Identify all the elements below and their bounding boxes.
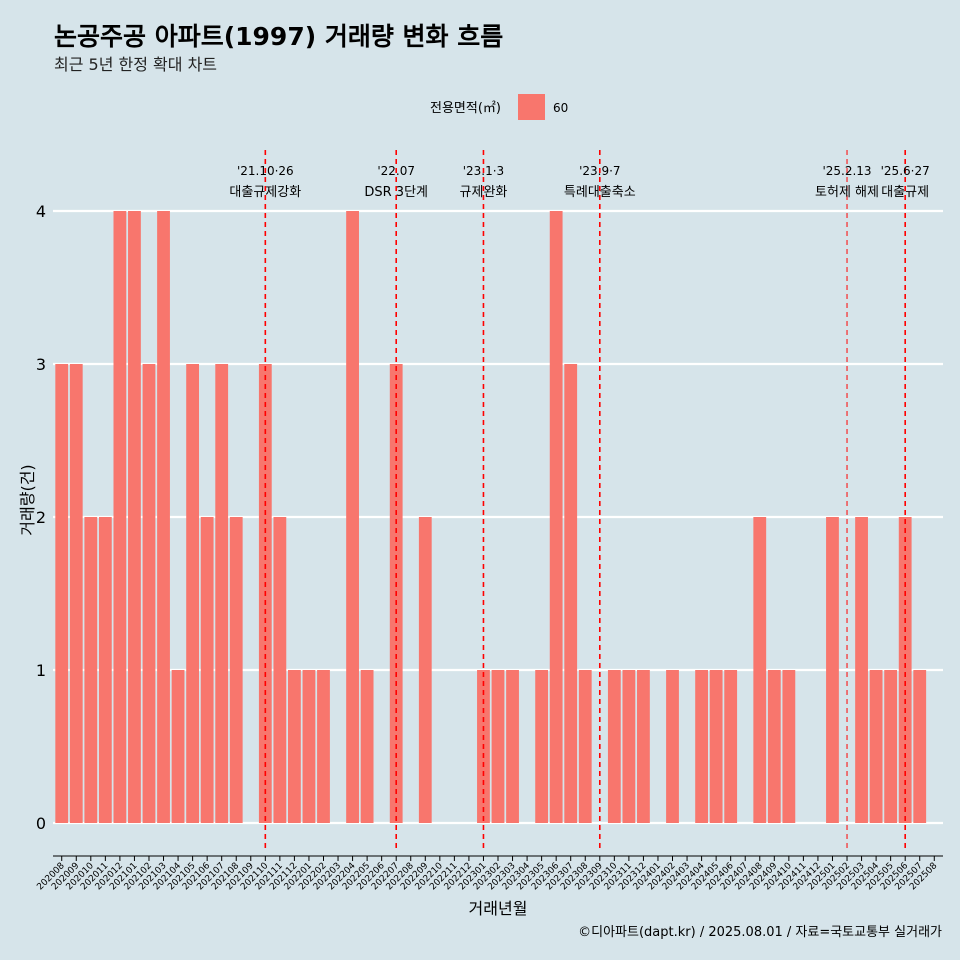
legend-swatch [518,94,545,120]
bar-202308 [578,670,592,823]
bar-202410 [782,670,796,823]
bar-202303 [506,670,519,823]
caption: ©디아파트(dapt.kr) / 2025.08.01 / 자료=국토교통부 실… [578,925,942,940]
y-tick-labels: 0 1 2 3 4 [36,202,46,833]
bar-202307 [564,364,578,823]
y-tick-label: 2 [36,508,46,527]
y-tick-label: 1 [36,661,46,680]
bar-202503 [855,517,868,823]
chart-subtitle: 최근 5년 한정 확대 차트 [54,55,217,74]
bar-202501 [826,517,839,823]
bar-202101 [128,211,141,823]
y-tick-label: 4 [36,202,46,221]
y-tick-label: 0 [36,814,46,833]
bar-202209 [418,517,432,823]
event-label: 특례대출축소 [564,185,636,200]
bar-202105 [186,364,200,823]
bar-202010 [84,517,98,823]
bar-202409 [767,670,781,823]
bar-202202 [317,670,330,823]
bar-202107 [215,364,229,823]
bar-202408 [753,517,767,823]
event-markers: '21.10·26 대출규제강화 '22.07 DSR 3단계 '23.1·3 규제완화 '… [229,150,930,852]
event-date: '23.9·7 [579,164,620,178]
bar-202312 [637,670,650,823]
bar-202106 [200,517,214,823]
event-date: '25.6·27 [881,164,930,178]
event-date: '25.2.13 [822,164,871,178]
x-axis: 2020082020092020102020112020122021012021… [35,855,943,892]
bar-202507 [913,670,927,823]
bar-202012 [113,211,127,823]
bar-202011 [98,517,112,823]
bar-202104 [171,670,185,823]
bar-202505 [884,670,898,823]
bar-202009 [69,364,83,823]
bar-202406 [724,670,738,823]
bar-202102 [142,364,156,823]
legend-title: 전용면적(㎡) [430,101,501,116]
x-axis-title: 거래년월 [469,899,528,918]
event-label: DSR 3단계 [364,185,428,200]
bar-202310 [607,670,621,823]
bar-202504 [869,670,883,823]
event-label: 규제완화 [460,185,508,200]
bar-202201 [302,670,316,823]
bars [55,211,927,823]
event-date: '23.1·3 [463,164,504,178]
event-label: 대출규제강화 [229,185,301,200]
y-axis-title: 거래량(건) [18,464,37,535]
y-tick-label: 3 [36,355,46,374]
event-label: 토허제 해제 [815,185,879,200]
event-date: '22.07 [377,164,415,178]
bar-202311 [622,670,636,823]
event-date: '21.10·26 [237,164,294,178]
chart-title: 논공주공 아파트(1997) 거래량 변화 흐름 [54,22,503,51]
bar-202103 [157,211,170,823]
bar-202112 [288,670,301,823]
bar-202305 [535,670,549,823]
bar-202111 [273,517,287,823]
bar-202404 [695,670,708,823]
bar-202506 [898,517,912,823]
bar-202205 [360,670,374,823]
bar-202108 [229,517,243,823]
bar-202204 [346,211,359,823]
bar-202402 [666,670,679,823]
bar-202008 [55,364,69,823]
bar-202405 [709,670,723,823]
legend-label: 60 [553,101,568,115]
bar-202302 [491,670,505,823]
legend: 전용면적(㎡) 60 [430,94,568,120]
bar-202306 [549,211,563,823]
event-label: 대출규제 [881,185,929,200]
